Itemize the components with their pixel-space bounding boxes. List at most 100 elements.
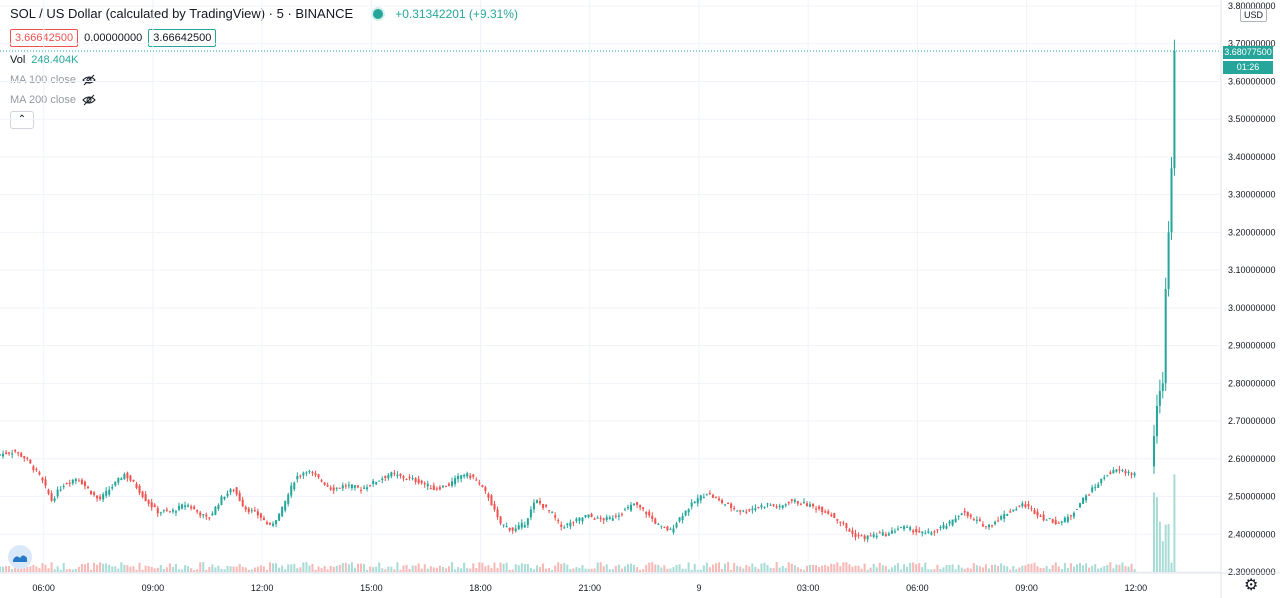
candle-body — [754, 508, 757, 511]
candle-body — [408, 476, 411, 478]
candle-body — [0, 454, 2, 456]
candle-body — [523, 525, 526, 528]
volume-bar — [654, 564, 657, 572]
eye-crossed-icon[interactable] — [82, 74, 96, 86]
candle-body — [878, 532, 881, 534]
volume-bar — [123, 564, 126, 572]
time-axis: 06:00 09:00 12:00 15:00 18:00 21:00 9 03:00 06:0… — [0, 572, 1280, 593]
candle-body — [881, 532, 884, 536]
volume-bar — [848, 564, 851, 572]
volume-bar — [575, 567, 578, 572]
volume-bar — [469, 568, 472, 572]
volume-bar — [393, 569, 396, 572]
volume-bar — [1009, 569, 1012, 572]
candle-body — [308, 471, 311, 473]
candle-body — [818, 506, 821, 509]
volume-bar — [86, 562, 89, 572]
candle-body — [948, 521, 951, 524]
candle-body — [335, 487, 338, 489]
currency-button[interactable]: USD — [1240, 8, 1268, 22]
candle-body — [745, 511, 748, 513]
volume-bar — [742, 568, 745, 572]
eye-crossed-icon[interactable] — [82, 94, 96, 106]
candle-body — [1024, 504, 1027, 508]
candle-body — [38, 472, 41, 475]
candle-body — [1054, 520, 1057, 524]
candle-body — [253, 510, 256, 512]
candle-body — [129, 475, 132, 481]
volume-bar — [244, 567, 247, 572]
candle-body — [842, 522, 845, 524]
volume-bar — [1006, 566, 1009, 572]
volume-bar — [645, 564, 648, 572]
symbol-title[interactable]: SOL / US Dollar (calculated by TradingVi… — [10, 6, 354, 21]
candle-body — [939, 527, 942, 529]
volume-bar — [808, 564, 812, 572]
candle-body — [451, 481, 454, 486]
volume-bar — [1021, 565, 1024, 572]
volume-bar — [687, 562, 690, 572]
ma200-indicator[interactable]: MA 200 close — [10, 94, 96, 106]
candle-body — [945, 525, 948, 529]
volume-bar — [2, 566, 5, 572]
volume-bar — [772, 567, 775, 572]
volume-bar — [417, 563, 420, 572]
candle-body — [784, 504, 787, 506]
volume-indicator[interactable]: Vol 248.404K — [10, 54, 78, 66]
volume-bar — [56, 566, 59, 572]
volume-bar — [174, 563, 177, 572]
candle-body — [432, 485, 435, 490]
volume-bar — [678, 564, 681, 572]
y-tick-label: 2.90000000 — [1228, 341, 1276, 351]
volume-bar — [969, 568, 972, 572]
candle-body — [126, 472, 129, 479]
volume-bar — [320, 568, 323, 572]
candle-body — [275, 520, 278, 525]
ma100-indicator[interactable]: MA 100 close — [10, 74, 96, 86]
tradingview-logo[interactable] — [8, 545, 32, 569]
volume-bar — [818, 566, 821, 572]
candle-body — [287, 494, 290, 504]
candle-body — [56, 489, 59, 497]
candle-body — [514, 528, 517, 532]
volume-bar — [1003, 565, 1006, 572]
volume-bar — [83, 564, 86, 572]
volume-bar — [724, 563, 727, 572]
candle-body — [1057, 522, 1060, 524]
candle-body — [472, 474, 475, 477]
volume-bar — [648, 562, 651, 572]
volume-bar — [766, 564, 769, 572]
candle-body — [520, 522, 523, 528]
volume-bar — [1100, 567, 1103, 572]
volume-bar — [390, 566, 393, 572]
volume-bar — [38, 568, 41, 572]
y-tick-label: 2.80000000 — [1228, 378, 1276, 388]
volume-bar — [1155, 497, 1158, 572]
volume-bar — [560, 563, 563, 572]
volume-bar — [135, 569, 138, 572]
volume-bar — [229, 566, 232, 572]
volume-bar — [893, 565, 896, 572]
volume-bar — [672, 567, 675, 572]
candle-body — [114, 481, 117, 486]
candle-body — [936, 529, 939, 531]
volume-bar — [812, 564, 815, 572]
gear-icon[interactable]: ⚙ — [1244, 577, 1259, 594]
x-tick-label: 06:00 — [906, 583, 929, 593]
x-tick-label: 9 — [696, 583, 701, 593]
volume-bar — [754, 566, 757, 572]
volume-bar — [511, 569, 514, 572]
candle-body — [53, 498, 56, 501]
candle-body — [1109, 472, 1112, 474]
ask-price-button[interactable]: 3.66642500 — [148, 29, 217, 47]
y-tick-label: 3.70000000 — [1228, 39, 1276, 49]
candle-body — [581, 517, 584, 522]
candle-body — [323, 482, 326, 485]
candle-body — [599, 517, 602, 519]
volume-bar — [890, 567, 893, 572]
volume-bar — [253, 567, 256, 572]
volume-bar — [578, 568, 581, 572]
candle-body — [214, 506, 217, 515]
x-tick-label: 09:00 — [1015, 583, 1038, 593]
